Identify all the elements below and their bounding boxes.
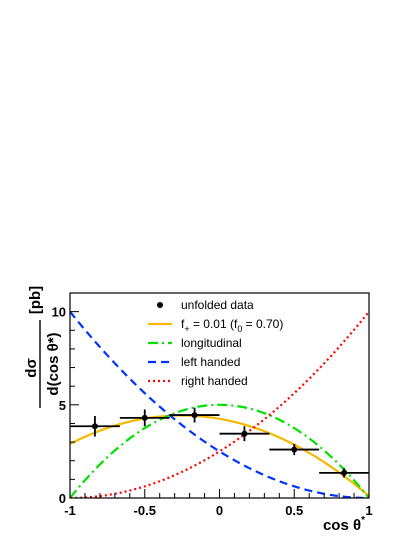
x-tick-label: 0.5 xyxy=(285,503,303,518)
legend-label-right: right handed xyxy=(181,374,248,388)
series-line-left xyxy=(70,310,369,498)
legend-label-fit: f+ = 0.01 (f0 = 0.70) xyxy=(181,317,283,334)
data-point xyxy=(269,443,320,456)
y-tick-label: 5 xyxy=(59,398,66,413)
data-marker xyxy=(141,414,148,421)
data-points-layer xyxy=(70,407,369,478)
legend-entry-longitudinal: longitudinal xyxy=(148,336,242,350)
data-marker xyxy=(241,430,248,437)
legend-label-left: left handed xyxy=(181,355,240,369)
x-tick-label: -0.5 xyxy=(134,503,156,518)
data-marker xyxy=(341,469,348,476)
data-marker xyxy=(191,412,198,419)
y-tick-label: 10 xyxy=(52,305,66,320)
legend-entry-fit: f+ = 0.01 (f0 = 0.70) xyxy=(148,317,283,334)
ticks-layer xyxy=(69,292,370,499)
legend-entry-data: unfolded data xyxy=(157,298,254,312)
y-tick-label: 0 xyxy=(59,491,66,506)
series-line-fit xyxy=(70,414,369,497)
legend: unfolded data f+ = 0.01 (f0 = 0.70) longit… xyxy=(148,298,283,388)
y-axis-title-numerator: dσ xyxy=(23,358,40,377)
series-line-longitudinal xyxy=(70,403,369,498)
y-axis-title: dσ d(cos θ*) [pb] xyxy=(23,286,62,408)
curves-layer xyxy=(70,310,369,498)
x-axis-title: cos θ* xyxy=(323,515,365,534)
legend-marker-data xyxy=(157,302,163,308)
data-marker xyxy=(291,446,298,453)
y-axis-title-unit: [pb] xyxy=(27,286,44,314)
data-point xyxy=(219,426,270,442)
legend-entry-right: right handed xyxy=(148,374,248,388)
legend-label-longitudinal: longitudinal xyxy=(181,336,242,350)
legend-label-data: unfolded data xyxy=(181,298,254,312)
data-point xyxy=(319,468,369,478)
data-point xyxy=(119,409,170,427)
series-line-right xyxy=(70,310,369,498)
data-point xyxy=(70,416,120,437)
data-point xyxy=(169,407,220,423)
data-marker xyxy=(91,423,98,430)
y-axis-title-denominator: d(cos θ*) xyxy=(45,332,62,395)
x-tick-label: 1 xyxy=(365,503,372,518)
x-tick-label: -1 xyxy=(64,503,76,518)
legend-entry-left: left handed xyxy=(148,355,240,369)
x-tick-label: 0 xyxy=(216,503,223,518)
